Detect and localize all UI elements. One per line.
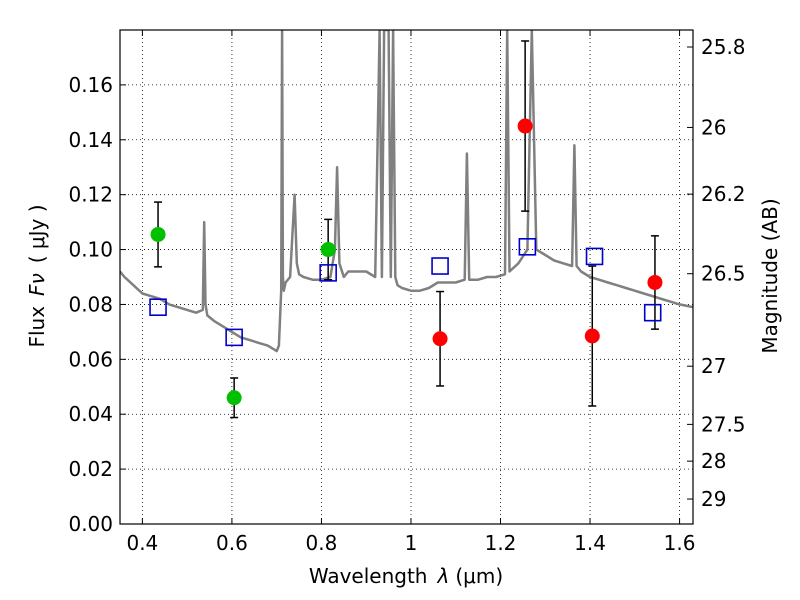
x-tick-label: 1	[405, 531, 418, 555]
y-axis-label-symbol: Fν	[25, 273, 49, 296]
data-point	[647, 274, 663, 290]
model-square-point	[431, 257, 449, 275]
y-tick-label: 0.06	[68, 347, 113, 371]
right-axis-label: Magnitude (AB)	[758, 198, 782, 353]
x-tick-label: 0.4	[126, 531, 158, 555]
y-tick-label: 0.14	[68, 128, 113, 152]
x-tick-label: 1.6	[664, 531, 696, 555]
y-tick-label: 0.10	[68, 238, 113, 262]
right-tick-label: 29	[701, 487, 726, 511]
right-tick-label: 26.2	[701, 182, 746, 206]
x-axis-label-symbol: λ	[437, 564, 450, 588]
right-tick-label: 26	[701, 115, 726, 139]
data-point	[432, 331, 448, 347]
x-axis-label: Wavelength λ (μm)	[309, 564, 503, 588]
y-axis-label-text: Flux	[25, 306, 49, 348]
x-tick-label: 0.6	[216, 531, 248, 555]
plot-frame	[119, 29, 694, 525]
right-tick-label: 26.5	[701, 262, 746, 286]
right-tick-label: 27	[701, 354, 726, 378]
right-tick-label: 28	[701, 449, 726, 473]
data-point	[584, 328, 600, 344]
plot-area	[120, 30, 693, 419]
y-tick-label: 0.08	[68, 292, 113, 316]
model-square-point	[225, 328, 243, 347]
x-axis-label-unit: (μm)	[455, 564, 503, 588]
model-square-point	[643, 303, 662, 322]
data-point	[517, 118, 533, 134]
y-tick-label: 0.02	[68, 457, 113, 481]
y-tick-label: 0.00	[68, 512, 113, 536]
spectrum-line	[120, 30, 693, 353]
y-axis-label-unit: ( μJy )	[25, 204, 49, 263]
right-tick-label: 27.5	[701, 412, 746, 436]
x-tick-label: 1.4	[574, 531, 606, 555]
y-axis-label: Flux Fν ( μJy )	[25, 204, 49, 347]
x-axis-label-text: Wavelength	[309, 564, 428, 588]
tick-layer: 0.4 0.6 0.8 1 1.2 1.4 1.6 0.00 0.02 0.04 0.06 0.08 0…	[68, 30, 746, 555]
y-tick-label: 0.04	[68, 402, 113, 426]
model-square-point	[149, 298, 167, 316]
right-tick-label: 25.8	[701, 35, 746, 59]
data-point	[320, 242, 336, 258]
model-square-point	[518, 238, 537, 256]
model-square-point	[319, 264, 337, 282]
x-tick-label: 1.2	[485, 531, 517, 555]
y-tick-label: 0.12	[68, 183, 113, 207]
model-square-point	[585, 247, 604, 266]
data-point	[150, 226, 166, 242]
data-point	[226, 390, 242, 406]
x-tick-label: 0.8	[306, 531, 338, 555]
y-tick-label: 0.16	[68, 73, 113, 97]
